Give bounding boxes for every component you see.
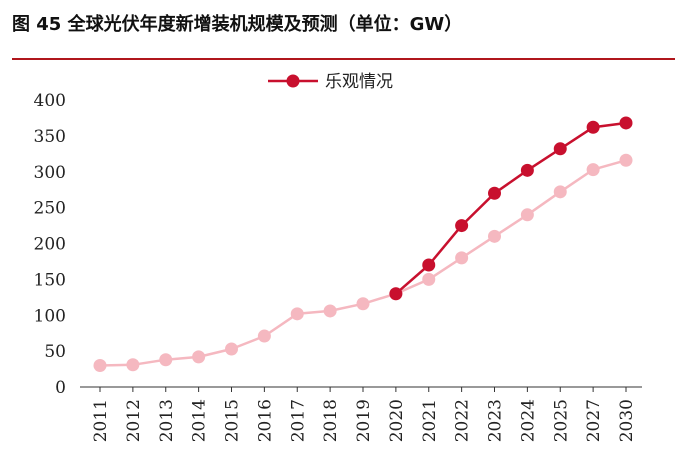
title-divider bbox=[12, 58, 675, 60]
data-point-baseline bbox=[225, 342, 238, 356]
x-tick-label: 2017 bbox=[288, 399, 308, 442]
x-tick-label: 2024 bbox=[518, 399, 538, 442]
y-tick-label: 0 bbox=[55, 378, 66, 398]
data-point-baseline bbox=[619, 153, 633, 167]
series-line-baseline bbox=[99, 159, 627, 367]
x-tick-label: 2030 bbox=[617, 399, 637, 442]
y-tick-label: 250 bbox=[34, 199, 66, 219]
x-tick-label: 2014 bbox=[190, 399, 210, 442]
data-point-optimistic bbox=[488, 186, 501, 200]
y-tick-label: 200 bbox=[34, 235, 66, 255]
series-line-optimistic bbox=[395, 121, 627, 295]
x-tick-label: 2021 bbox=[420, 399, 440, 442]
x-tick-label: 2016 bbox=[255, 399, 275, 442]
x-tick-label: 2027 bbox=[584, 399, 604, 442]
y-tick-label: 100 bbox=[34, 306, 66, 326]
data-point-baseline bbox=[323, 304, 337, 318]
data-point-baseline bbox=[192, 350, 206, 364]
series-layer bbox=[93, 116, 633, 372]
data-point-optimistic bbox=[586, 120, 600, 134]
data-point-baseline bbox=[126, 358, 140, 372]
data-point-baseline bbox=[586, 163, 600, 177]
y-tick-label: 50 bbox=[44, 342, 66, 362]
data-point-optimistic bbox=[520, 163, 534, 177]
x-tick-label: 2011 bbox=[91, 399, 111, 442]
axes: 0 50 100 150 200 250 300 350 400 2011 2012 2013 2014… bbox=[34, 91, 642, 442]
data-point-baseline bbox=[553, 185, 567, 199]
data-point-optimistic bbox=[422, 258, 436, 272]
x-tick-label: 2018 bbox=[321, 399, 341, 442]
x-tick-label: 2019 bbox=[354, 399, 374, 442]
x-tick-label: 2012 bbox=[124, 399, 144, 442]
x-tick-label: 2013 bbox=[157, 399, 177, 442]
legend: 乐观情况 bbox=[268, 72, 393, 92]
data-point-baseline bbox=[422, 272, 436, 286]
data-point-optimistic bbox=[455, 219, 469, 233]
data-point-baseline bbox=[93, 358, 107, 372]
data-point-baseline bbox=[257, 329, 271, 343]
x-tick-label: 2015 bbox=[223, 399, 243, 442]
y-tick-label: 400 bbox=[34, 91, 66, 111]
figure-title: 图 45 全球光伏年度新增装机规模及预测（单位：GW） bbox=[12, 14, 463, 35]
legend-label-optimistic: 乐观情况 bbox=[325, 72, 393, 92]
x-tick-label: 2025 bbox=[551, 399, 571, 442]
y-tick-label: 150 bbox=[34, 270, 66, 290]
data-point-baseline bbox=[520, 208, 534, 222]
data-point-baseline bbox=[159, 353, 173, 367]
data-point-optimistic bbox=[619, 116, 633, 130]
x-tick-label: 2023 bbox=[486, 399, 506, 442]
data-point-optimistic bbox=[389, 287, 403, 301]
y-tick-label: 300 bbox=[34, 163, 66, 183]
data-point-optimistic bbox=[553, 142, 567, 156]
x-tick-label: 2020 bbox=[387, 399, 407, 442]
y-tick-label: 350 bbox=[34, 127, 66, 147]
x-tick-label: 2022 bbox=[453, 399, 473, 442]
data-point-baseline bbox=[488, 229, 501, 243]
data-point-baseline bbox=[455, 251, 469, 265]
legend-swatch-marker bbox=[286, 74, 300, 88]
data-point-baseline bbox=[290, 307, 304, 321]
data-point-baseline bbox=[356, 297, 370, 311]
